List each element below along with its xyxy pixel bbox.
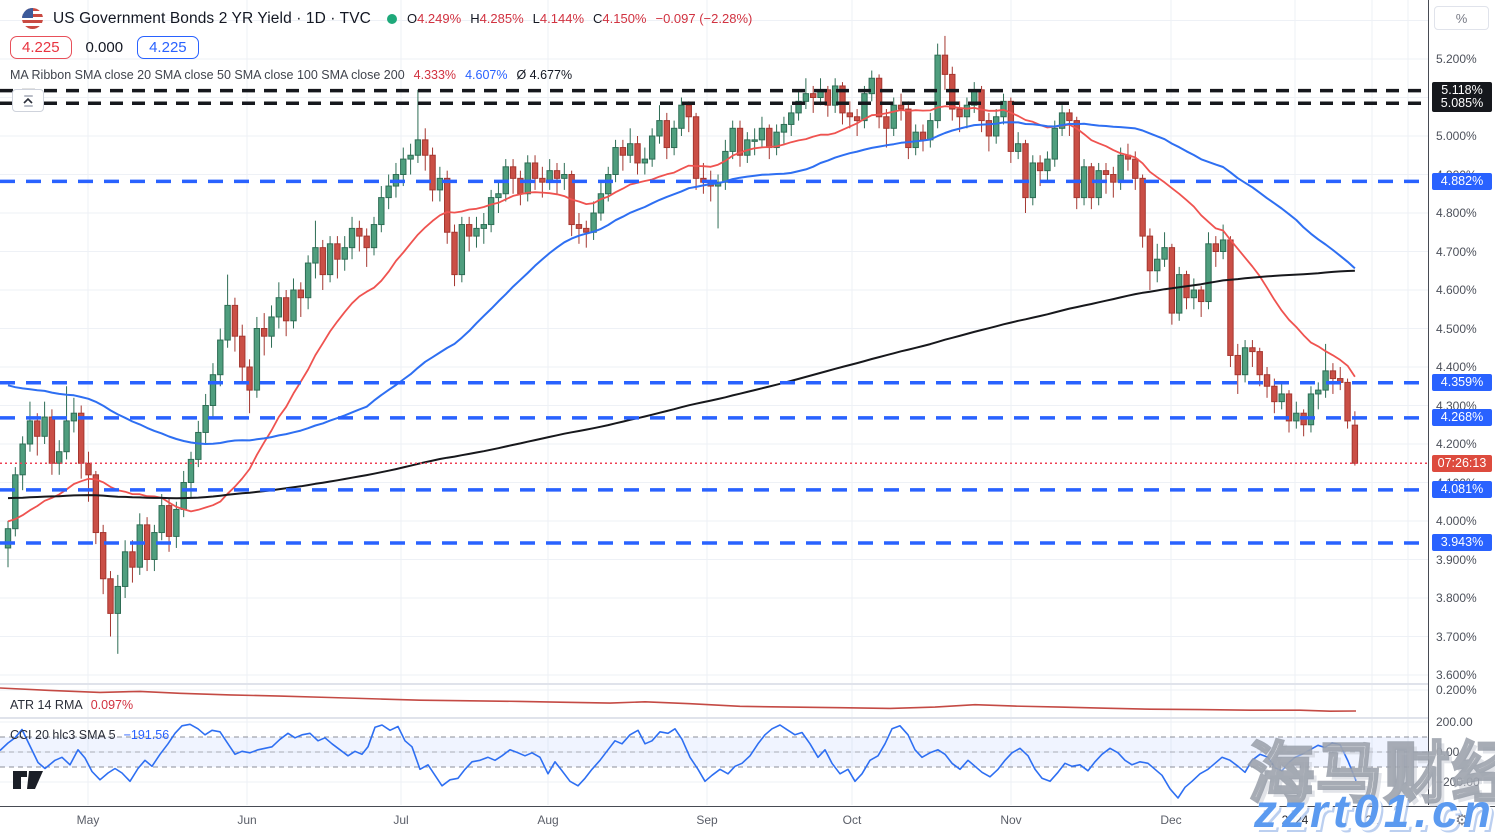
sma50-value: 4.607% [465, 68, 508, 82]
atr-legend[interactable]: ATR 14 RMA 0.097% [10, 698, 133, 712]
time-label: Aug [537, 813, 559, 827]
time-label: Oct [842, 813, 862, 827]
time-label: 2024 [1281, 813, 1309, 827]
axis-settings-cell[interactable]: ⚙ [1429, 807, 1495, 833]
gear-icon[interactable]: ⚙ [1455, 812, 1469, 829]
price-level-label: 4.268% [1432, 409, 1492, 427]
atr-line[interactable] [0, 687, 1357, 713]
time-label: May [76, 813, 100, 827]
price-tick: 3.600% [1436, 668, 1477, 682]
ma-ribbon-label: MA Ribbon SMA close 20 SMA close 50 SMA … [10, 68, 405, 82]
countdown-label: 07:26:13 [1432, 454, 1492, 472]
sell-price-chip[interactable]: 4.225 [10, 36, 72, 59]
price-tick: 5.000% [1436, 129, 1477, 143]
indicator-tick: 200.00 [1436, 715, 1473, 729]
price-tick: 4.600% [1436, 283, 1477, 297]
collapse-bar-bottom [23, 104, 33, 107]
time-label: Jun [237, 813, 257, 827]
price-axis[interactable]: % 5.200%5.000%4.900%4.800%4.700%4.600%4.… [1428, 0, 1495, 805]
price-level-label: 3.943% [1432, 534, 1492, 552]
price-level-label: 4.359% [1432, 374, 1492, 392]
ma-line[interactable] [7, 121, 1356, 445]
time-axis[interactable]: May Jun Jul Aug Sep Oct Nov Dec 2024 22 [0, 806, 1495, 833]
price-tick: 4.300% [1436, 398, 1477, 413]
price-tick: 4.500% [1436, 321, 1477, 336]
price-chips-row: 4.225 0.000 4.225 [10, 36, 199, 59]
price-level-label: 4.081% [1432, 481, 1492, 499]
price-tick: 3.700% [1436, 629, 1477, 644]
sma-avg-value: Ø 4.677% [516, 68, 573, 82]
change-value: −0.097 (−2.28%) [655, 11, 753, 26]
low-value: L4.144% [532, 11, 584, 26]
price-tick: 4.400% [1436, 360, 1477, 374]
ma-line[interactable] [7, 105, 1356, 523]
price-tick: 4.000% [1436, 514, 1477, 528]
price-tick: 4.700% [1436, 244, 1477, 259]
collapse-pane-button[interactable] [12, 89, 44, 112]
price-tick: 3.900% [1436, 552, 1477, 567]
cci-legend[interactable]: CCI 20 hlc3 SMA 5 −191.56 [10, 728, 169, 742]
atr-label: ATR 14 RMA [10, 698, 83, 712]
ma-ribbon-legend[interactable]: MA Ribbon SMA close 20 SMA close 50 SMA … [10, 68, 572, 82]
ohlc-values: O4.249% H4.285% L4.144% C4.150% −0.097 (… [407, 11, 752, 26]
ma-line[interactable] [7, 269, 1355, 500]
indicator-tick: −200.00 [1436, 775, 1480, 789]
close-value: C4.150% [593, 11, 647, 26]
buy-price-chip[interactable]: 4.225 [137, 36, 199, 59]
price-tick: 3.800% [1436, 591, 1477, 605]
time-label: Nov [1000, 813, 1022, 827]
us-flag-icon [22, 8, 43, 29]
cci-band [0, 736, 1428, 768]
collapse-bar-top [23, 94, 33, 97]
price-tick: 5.200% [1436, 52, 1477, 66]
symbol-title[interactable]: US Government Bonds 2 YR Yield · 1D · TV… [53, 9, 371, 27]
market-status-icon[interactable] [386, 13, 397, 24]
cci-label: CCI 20 hlc3 SMA 5 [10, 728, 116, 742]
price-tick: 4.800% [1436, 206, 1477, 220]
indicator-tick: 0.200% [1436, 683, 1477, 697]
sma20-value: 4.333% [413, 68, 457, 82]
candles-series[interactable] [4, 35, 1359, 654]
open-value: O4.249% [406, 11, 462, 26]
time-label: Dec [1160, 813, 1182, 827]
percent-scale-button[interactable]: % [1434, 6, 1489, 30]
spread-value: 0.000 [85, 39, 124, 56]
atr-value: 0.097% [90, 698, 134, 712]
watermark-cjk: 海马财经 [1247, 735, 1495, 812]
tradingview-logo[interactable] [12, 766, 44, 794]
time-label: Sep [696, 813, 718, 827]
high-value: H4.285% [470, 11, 524, 26]
cci-value: −191.56 [123, 728, 170, 742]
watermark-url: zzrt01.cn [1254, 785, 1495, 833]
price-tick: 4.200% [1436, 437, 1477, 451]
price-level-label: 4.882% [1432, 172, 1492, 190]
cci-line[interactable] [0, 723, 1357, 799]
time-label: 22 [1365, 813, 1379, 827]
indicator-tick: 0.00 [1436, 745, 1460, 759]
chevron-up-icon [23, 97, 33, 104]
price-level-label: 5.085% [1432, 94, 1492, 112]
chart-legend[interactable]: US Government Bonds 2 YR Yield · 1D · TV… [22, 8, 752, 29]
time-label: Jul [393, 813, 409, 827]
